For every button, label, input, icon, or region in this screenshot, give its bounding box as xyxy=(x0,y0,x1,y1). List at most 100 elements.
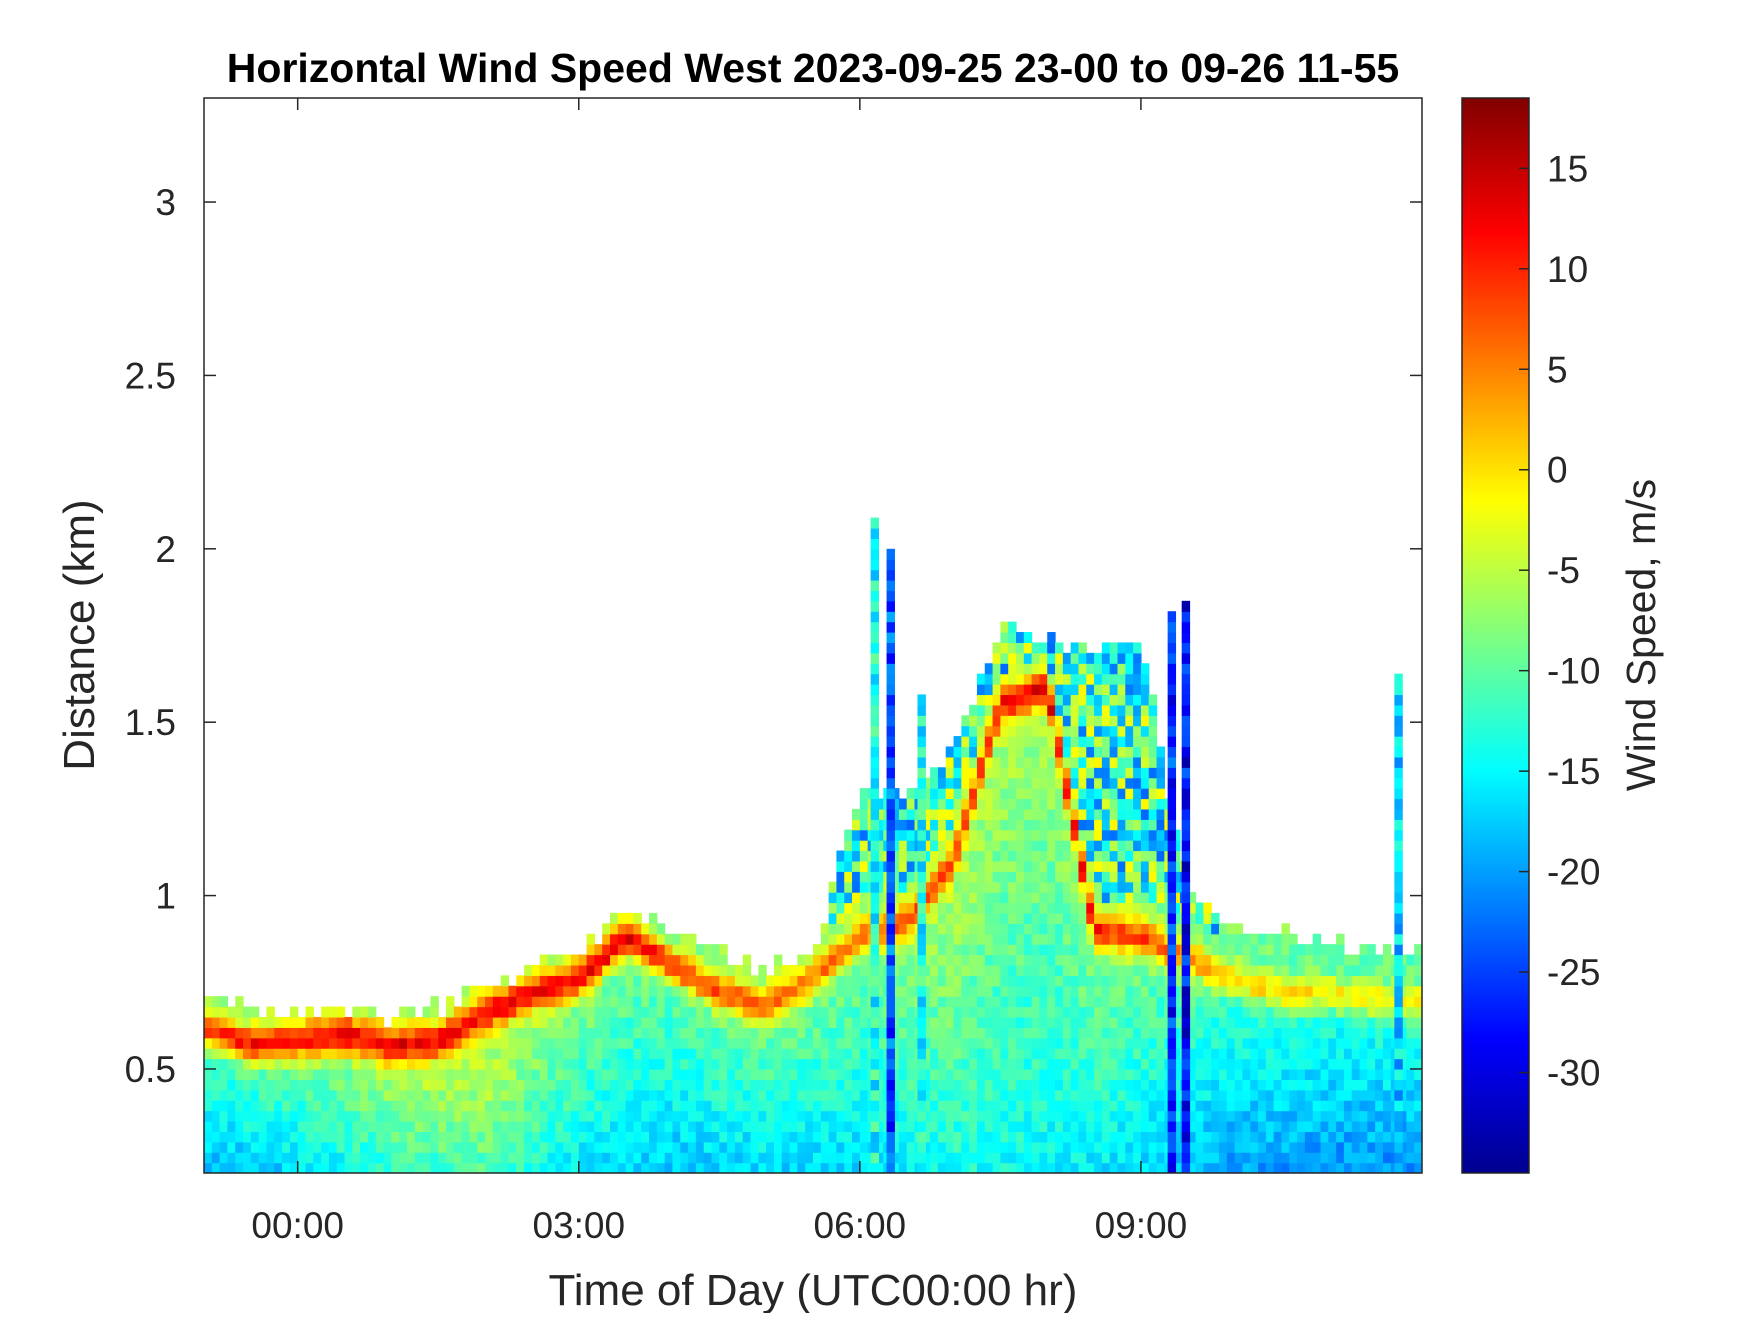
heatmap-cell xyxy=(680,1079,689,1091)
heatmap-cell xyxy=(360,1100,369,1112)
heatmap-cell xyxy=(375,1058,385,1070)
heatmap-cell xyxy=(305,1068,314,1080)
heatmap-cell xyxy=(586,1027,595,1039)
heatmap-cell xyxy=(1328,985,1337,997)
heatmap-cell xyxy=(992,964,1001,976)
heatmap-cell xyxy=(235,1152,244,1164)
heatmap-cell xyxy=(1000,621,1009,633)
heatmap-cell xyxy=(930,1100,939,1112)
heatmap-spike-cell xyxy=(1394,860,1403,872)
heatmap-cell xyxy=(360,1110,369,1122)
heatmap-cell xyxy=(625,1006,635,1018)
heatmap-cell xyxy=(407,1162,416,1173)
heatmap-cell xyxy=(1343,1006,1353,1018)
heatmap-cell xyxy=(1117,1141,1126,1153)
heatmap-cell xyxy=(641,1120,650,1132)
heatmap-cell xyxy=(992,673,1001,685)
heatmap-cell xyxy=(1242,1131,1251,1143)
heatmap-cell xyxy=(1211,996,1220,1008)
heatmap-cell xyxy=(1086,1016,1095,1028)
heatmap-cell xyxy=(1398,1110,1407,1122)
heatmap-spike-cell xyxy=(917,798,926,810)
heatmap-spike-cell xyxy=(1167,642,1177,654)
heatmap-cell xyxy=(1219,1027,1228,1039)
heatmap-cell xyxy=(937,923,947,935)
heatmap-cell xyxy=(586,985,595,997)
heatmap-cell xyxy=(703,1120,713,1132)
heatmap-cell xyxy=(922,964,931,976)
heatmap-cell xyxy=(828,902,838,914)
heatmap-cell xyxy=(1016,725,1025,737)
heatmap-cell xyxy=(508,1152,517,1164)
heatmap-cell xyxy=(789,975,798,987)
heatmap-cell xyxy=(204,1089,213,1101)
heatmap-cell xyxy=(719,1027,728,1039)
heatmap-cell xyxy=(930,996,939,1008)
heatmap-cell xyxy=(1055,933,1064,945)
heatmap-cell xyxy=(1047,964,1056,976)
heatmap-cell xyxy=(1062,652,1072,664)
heatmap-cell xyxy=(383,1100,392,1112)
heatmap-cell xyxy=(1047,944,1056,956)
heatmap-cell xyxy=(711,996,720,1008)
heatmap-cell xyxy=(836,1162,845,1173)
heatmap-cell xyxy=(781,964,791,976)
heatmap-cell xyxy=(1023,840,1033,852)
heatmap-cell xyxy=(688,944,697,956)
heatmap-cell xyxy=(1101,1006,1111,1018)
heatmap-cell xyxy=(422,1162,432,1173)
heatmap-cell xyxy=(516,1152,525,1164)
heatmap-cell xyxy=(1070,704,1080,716)
heatmap-cell xyxy=(555,1037,564,1049)
heatmap-cell xyxy=(1023,1079,1033,1091)
heatmap-cell xyxy=(1125,975,1134,987)
heatmap-cell xyxy=(1078,1089,1087,1101)
heatmap-cell xyxy=(1101,881,1111,893)
heatmap-spike-cell xyxy=(1167,850,1177,862)
heatmap-cell xyxy=(1078,840,1087,852)
heatmap-cell xyxy=(852,1037,861,1049)
heatmap-cell xyxy=(1070,829,1080,841)
heatmap-cell xyxy=(1203,1016,1212,1028)
heatmap-spike-cell xyxy=(1167,985,1177,997)
heatmap-spike-cell xyxy=(886,788,895,800)
heatmap-cell xyxy=(1406,996,1415,1008)
heatmap-cell xyxy=(1328,944,1337,956)
heatmap-cell xyxy=(1008,1120,1017,1132)
heatmap-cell xyxy=(891,954,900,966)
heatmap-cell xyxy=(1265,944,1275,956)
heatmap-cell xyxy=(492,1120,502,1132)
heatmap-cell xyxy=(1304,944,1314,956)
heatmap-cell xyxy=(250,1100,260,1112)
heatmap-cell xyxy=(578,1089,588,1101)
heatmap-cell xyxy=(492,1068,502,1080)
heatmap-cell xyxy=(1265,1100,1275,1112)
heatmap-cell xyxy=(1133,996,1142,1008)
heatmap-cell xyxy=(844,892,853,904)
heatmap-cell xyxy=(235,1131,244,1143)
heatmap-cell xyxy=(844,1131,853,1143)
heatmap-cell xyxy=(1195,1110,1204,1122)
heatmap-cell xyxy=(961,1110,970,1122)
heatmap-cell xyxy=(961,985,970,997)
heatmap-cell xyxy=(773,1037,783,1049)
heatmap-cell xyxy=(563,1006,572,1018)
heatmap-cell xyxy=(953,1089,962,1101)
heatmap-cell xyxy=(313,1048,322,1060)
heatmap-cell xyxy=(1070,1079,1080,1091)
heatmap-cell xyxy=(1047,767,1056,779)
heatmap-cell xyxy=(211,1152,221,1164)
heatmap-cell xyxy=(688,1006,697,1018)
heatmap-cell xyxy=(1062,1089,1072,1101)
heatmap-cell xyxy=(1125,1131,1134,1143)
heatmap-cell xyxy=(383,1089,392,1101)
heatmap-cell xyxy=(1297,1068,1306,1080)
heatmap-cell xyxy=(1062,944,1072,956)
heatmap-cell xyxy=(336,1068,346,1080)
heatmap-cell xyxy=(930,923,939,935)
heatmap-cell xyxy=(336,1058,346,1070)
heatmap-cell xyxy=(336,1152,346,1164)
heatmap-cell xyxy=(633,1120,642,1132)
heatmap-spike-cell xyxy=(917,892,926,904)
heatmap-cell xyxy=(1343,1058,1353,1070)
